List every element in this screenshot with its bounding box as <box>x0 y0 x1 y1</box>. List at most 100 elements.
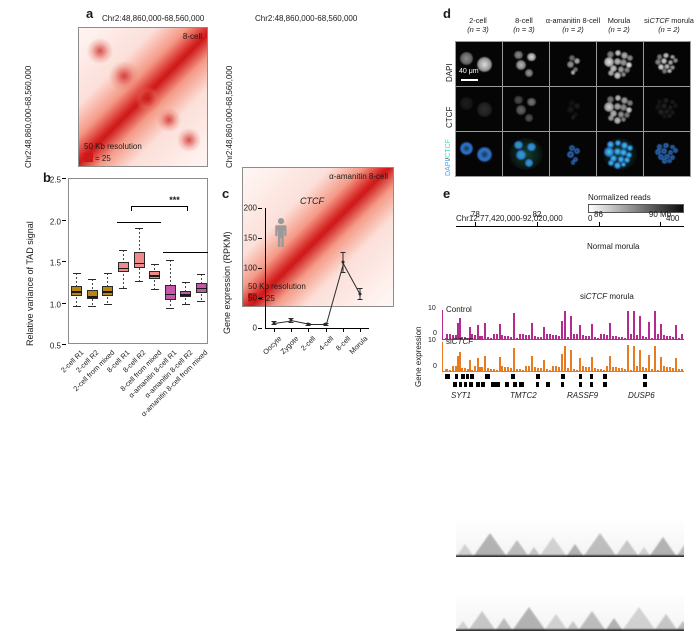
expression-peak <box>648 321 650 339</box>
nucleus <box>608 70 614 76</box>
gene-exon <box>590 382 593 387</box>
micrograph-cell <box>503 87 549 131</box>
boxplot-cap-lower <box>88 305 97 307</box>
nucleus <box>459 142 473 156</box>
panel-d-letter: d <box>443 6 451 21</box>
micrograph-cell <box>644 87 690 131</box>
expression-peak <box>464 337 466 339</box>
panel-c-error-cap <box>288 322 294 323</box>
nucleus <box>514 51 523 60</box>
expression-peak <box>549 334 551 339</box>
expression-peak <box>663 366 665 371</box>
expression-peak <box>624 337 626 339</box>
nucleus <box>603 101 615 112</box>
expression-peak <box>591 323 593 339</box>
nucleus <box>527 97 536 107</box>
sictcf-label-si: si <box>446 337 452 346</box>
gene-name-label: SYT1 <box>451 391 472 400</box>
boxplot-box <box>117 262 129 272</box>
boxplot-cap-lower <box>181 304 190 306</box>
expression-peak <box>467 368 469 371</box>
gene-exon <box>546 382 550 387</box>
nucleus <box>621 161 627 168</box>
panel-c-x-tick-mark <box>308 329 310 332</box>
nucleus <box>572 66 578 72</box>
expression-peak <box>452 365 454 371</box>
expression-peak <box>479 335 481 339</box>
expression-peak <box>555 366 557 371</box>
expression-peak <box>600 369 602 371</box>
expression-peak <box>612 335 614 339</box>
nucleus <box>621 116 627 123</box>
nucleus <box>524 158 533 167</box>
significance-stars: *** <box>169 195 180 206</box>
panel-d-column-header: 8-cell (n = 3) <box>498 16 550 34</box>
panel-c-data-point <box>341 260 345 264</box>
panel-c-error-cap <box>340 252 346 254</box>
expression-peak <box>477 324 479 339</box>
scalebar-label: 40 μm <box>459 68 479 75</box>
panel-c-x-tick-mark <box>325 329 327 332</box>
expression-peak <box>469 359 471 371</box>
expression-peak <box>564 345 566 371</box>
gene-exon <box>461 374 465 379</box>
nucleus <box>664 153 670 160</box>
nucleus <box>655 104 661 111</box>
micrograph-cell <box>550 132 596 176</box>
expression-peak <box>588 367 590 371</box>
expression-peak <box>552 365 554 371</box>
panel-b-y-tick: 0.5 <box>49 341 61 351</box>
expression-peak <box>519 369 521 371</box>
expression-peak <box>534 336 536 339</box>
nucleus <box>669 109 676 116</box>
expression-peak <box>627 344 629 371</box>
expression-peak <box>499 357 501 371</box>
panel-e-x-tick-mark <box>660 222 662 226</box>
expression-peak <box>609 356 611 371</box>
nucleus <box>621 71 627 78</box>
boxplot-box <box>71 286 83 297</box>
column-name-rest: morula <box>669 16 694 25</box>
nucleus <box>609 64 618 73</box>
expression-peak <box>459 318 461 339</box>
gene-exon <box>453 382 457 387</box>
nucleus <box>656 54 663 60</box>
panel-d-column-name: 8-cell <box>515 16 533 25</box>
panel-d-column-header: Morula (n = 2) <box>596 16 642 34</box>
expression-peak <box>630 334 632 339</box>
expression-peak <box>513 347 515 371</box>
nucleus <box>667 113 673 119</box>
nucleus <box>524 113 533 122</box>
panel-d-column-name: α-amanitin 8-cell <box>545 16 601 25</box>
nucleus <box>670 54 675 60</box>
gene-exon <box>561 374 565 379</box>
panel-b-y-tick: 2.5 <box>49 175 61 185</box>
nucleus <box>669 154 676 161</box>
panel-c-y-tick-mark <box>258 298 262 299</box>
hic-heatmap-8-cell: 8-cell 50 Kb resolution = 25 <box>78 27 208 167</box>
control-track-baseline <box>442 339 684 340</box>
track-control <box>443 310 684 339</box>
gene-name-label: DUSP6 <box>628 391 655 400</box>
expression-peak <box>645 367 647 371</box>
nucleus <box>627 99 634 106</box>
panel-c-y-tick: 150 <box>243 233 257 243</box>
nucleus <box>664 108 670 115</box>
panel-c-letter: c <box>222 186 230 201</box>
hic-label-ctcf: CTCF <box>585 292 608 301</box>
panel-a-right-corner-label: α-amanitin 8-cell <box>329 172 388 181</box>
gene-exon <box>496 382 500 387</box>
nucleus <box>573 58 580 65</box>
boxplot-median <box>180 294 192 296</box>
micrograph-cell <box>597 132 643 176</box>
expression-peak <box>651 337 653 339</box>
boxplot-whisker-line <box>169 260 171 308</box>
gene-exon <box>561 382 564 387</box>
sig-bracket-8cell <box>116 222 161 224</box>
nucleus <box>656 99 663 105</box>
tad-blob <box>87 38 113 64</box>
gene-name-label: TMTC2 <box>510 391 537 400</box>
gene-exon <box>536 382 539 387</box>
expression-peak <box>507 367 509 371</box>
expression-peak <box>639 316 641 339</box>
